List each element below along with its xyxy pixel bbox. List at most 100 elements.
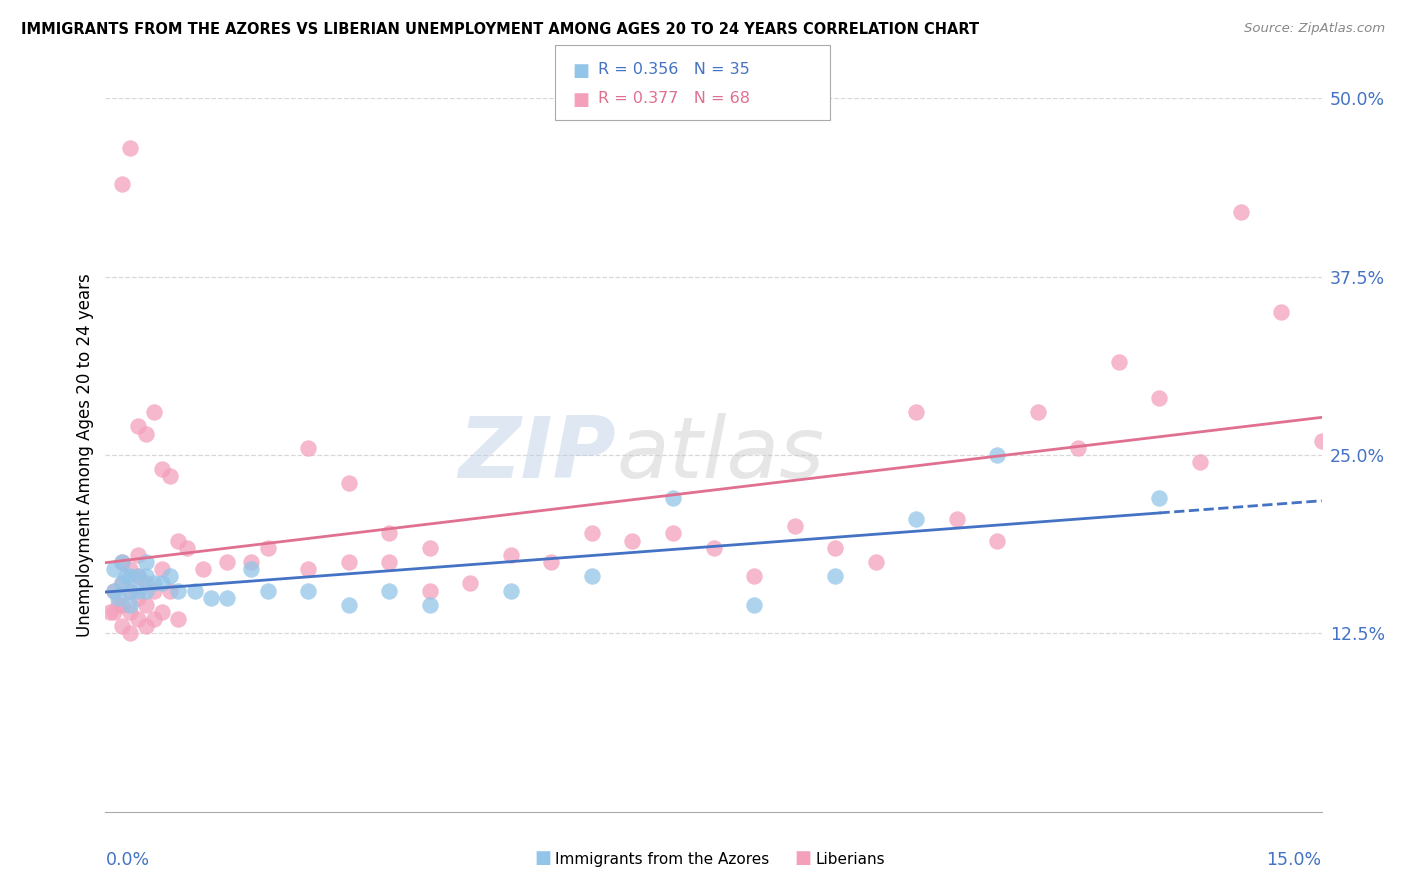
Point — [905, 405, 928, 419]
Point — [111, 177, 134, 191]
Point — [103, 562, 125, 576]
Point — [742, 569, 765, 583]
Point — [150, 462, 173, 476]
Point — [135, 576, 157, 591]
Point — [183, 583, 205, 598]
Point — [1026, 405, 1049, 419]
Point — [167, 533, 190, 548]
Point — [103, 583, 125, 598]
Point — [127, 569, 149, 583]
Point — [159, 569, 181, 583]
Point — [1229, 205, 1251, 219]
Point — [1108, 355, 1130, 369]
Point — [1149, 391, 1171, 405]
Text: Liberians: Liberians — [815, 852, 886, 867]
Point — [419, 541, 441, 555]
Point — [256, 541, 278, 555]
Point — [297, 441, 319, 455]
Point — [111, 598, 134, 612]
Text: R = 0.356   N = 35: R = 0.356 N = 35 — [598, 62, 749, 78]
Point — [118, 598, 141, 612]
Point — [378, 555, 401, 569]
Point — [135, 619, 157, 633]
Point — [419, 598, 441, 612]
Point — [1149, 491, 1171, 505]
Point — [297, 562, 319, 576]
Point — [824, 569, 846, 583]
Text: ■: ■ — [534, 849, 551, 867]
Point — [135, 598, 157, 612]
Text: 15.0%: 15.0% — [1267, 851, 1322, 869]
Point — [103, 605, 125, 619]
Point — [118, 583, 141, 598]
Text: ■: ■ — [794, 849, 811, 867]
Point — [159, 469, 181, 483]
Point — [135, 569, 157, 583]
Point — [240, 555, 263, 569]
Point — [662, 491, 685, 505]
Point — [499, 583, 522, 598]
Point — [337, 476, 360, 491]
Point — [143, 405, 166, 419]
Point — [378, 526, 401, 541]
Point — [143, 612, 166, 626]
Point — [499, 548, 522, 562]
Point — [217, 591, 239, 605]
Point — [783, 519, 806, 533]
Point — [742, 598, 765, 612]
Point — [150, 576, 173, 591]
Point — [111, 576, 134, 591]
Point — [127, 569, 149, 583]
Point — [662, 526, 685, 541]
Point — [217, 555, 239, 569]
Point — [150, 605, 173, 619]
Text: R = 0.377   N = 68: R = 0.377 N = 68 — [598, 91, 749, 106]
Point — [111, 576, 134, 591]
Point — [111, 555, 134, 569]
Point — [378, 583, 401, 598]
Point — [1067, 441, 1090, 455]
Point — [107, 591, 129, 605]
Text: ■: ■ — [572, 91, 589, 109]
Point — [114, 569, 136, 583]
Point — [297, 583, 319, 598]
Point — [143, 583, 166, 598]
Point — [621, 533, 644, 548]
Point — [118, 569, 141, 583]
Text: Immigrants from the Azores: Immigrants from the Azores — [555, 852, 769, 867]
Point — [200, 591, 222, 605]
Point — [111, 555, 134, 569]
Text: ■: ■ — [572, 62, 589, 80]
Point — [702, 541, 725, 555]
Point — [581, 526, 603, 541]
Point — [118, 141, 141, 155]
Point — [127, 583, 149, 598]
Point — [167, 612, 190, 626]
Point — [135, 555, 157, 569]
Point — [581, 569, 603, 583]
Point — [118, 562, 141, 576]
Point — [824, 541, 846, 555]
Text: IMMIGRANTS FROM THE AZORES VS LIBERIAN UNEMPLOYMENT AMONG AGES 20 TO 24 YEARS CO: IMMIGRANTS FROM THE AZORES VS LIBERIAN U… — [21, 22, 979, 37]
Point — [98, 605, 121, 619]
Text: ZIP: ZIP — [458, 413, 616, 497]
Point — [167, 583, 190, 598]
Point — [118, 605, 141, 619]
Text: 0.0%: 0.0% — [105, 851, 149, 869]
Point — [107, 598, 129, 612]
Point — [118, 583, 141, 598]
Point — [986, 533, 1008, 548]
Y-axis label: Unemployment Among Ages 20 to 24 years: Unemployment Among Ages 20 to 24 years — [76, 273, 94, 637]
Point — [540, 555, 562, 569]
Point — [176, 541, 198, 555]
Point — [191, 562, 214, 576]
Point — [127, 419, 149, 434]
Point — [135, 583, 157, 598]
Point — [159, 583, 181, 598]
Point — [127, 548, 149, 562]
Point — [127, 591, 149, 605]
Point — [103, 583, 125, 598]
Point — [111, 619, 134, 633]
Point — [1189, 455, 1212, 469]
Text: Source: ZipAtlas.com: Source: ZipAtlas.com — [1244, 22, 1385, 36]
